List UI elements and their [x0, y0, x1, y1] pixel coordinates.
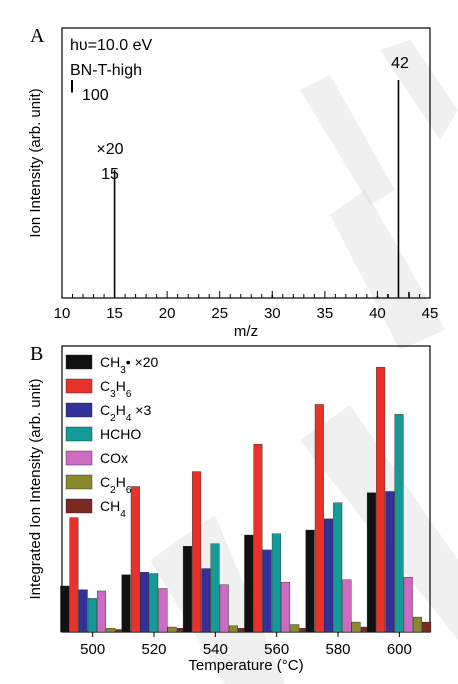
bar-600-series-6	[422, 621, 432, 633]
bar-600-series-5	[412, 616, 422, 633]
bar-600-series-0	[366, 492, 376, 633]
bar-540-series-0	[182, 546, 192, 633]
panel-b-label: B	[30, 343, 43, 365]
x-tick-label: 10	[54, 305, 71, 322]
x-tick-label: 600	[387, 641, 412, 658]
bar-540-series-4	[219, 584, 229, 633]
legend-label: CH3• ×20	[100, 354, 159, 376]
bar-580-series-2	[324, 518, 334, 633]
x-tick-label: 20	[159, 305, 176, 322]
x-tick-label: 40	[369, 305, 386, 322]
bar-560-series-2	[262, 549, 272, 633]
legend-swatch	[65, 426, 93, 442]
bar-600-series-4	[403, 577, 413, 633]
legend-swatch	[65, 474, 93, 490]
bar-520-series-4	[158, 588, 168, 633]
bar-500-series-2	[78, 589, 88, 633]
bar-540-series-2	[201, 568, 211, 633]
bar-520-series-0	[121, 574, 131, 633]
x-tick-label: 500	[80, 641, 105, 658]
peak-42-label: 42	[391, 55, 409, 72]
bar-540-series-1	[192, 471, 202, 633]
energy-annotation: hυ=10.0 eV	[70, 37, 152, 54]
legend-swatch	[65, 402, 93, 418]
x-tick-label: 30	[264, 305, 281, 322]
bar-500-series-5	[106, 628, 116, 633]
panel-b-ylabel: Integrated Ion Intensity (arb. unit)	[27, 379, 44, 600]
bar-500-series-3	[87, 598, 97, 633]
x-tick-label: 560	[264, 641, 289, 658]
legend-label: C2H6	[100, 474, 132, 496]
x-tick-label: 15	[106, 305, 123, 322]
bar-520-series-1	[130, 486, 140, 633]
panel-b-xlabel: Temperature (°C)	[188, 657, 303, 674]
panel-a-x-tick-labels: 10 15 20 25 30 35 40 45	[54, 305, 439, 322]
bar-560-series-5	[290, 624, 300, 633]
panel-a-frame	[61, 27, 431, 299]
bar-600-series-1	[376, 366, 386, 633]
scale-bar-label: 100	[82, 87, 109, 104]
bar-580-series-1	[314, 404, 324, 633]
x-tick-label: 25	[211, 305, 228, 322]
legend-swatch	[65, 378, 93, 394]
bar-600-series-3	[394, 414, 404, 633]
legend-label: HCHO	[100, 426, 141, 442]
bar-500-series-0	[60, 585, 70, 633]
x-tick-label: 520	[141, 641, 166, 658]
panel-b-x-ticks	[92, 632, 400, 637]
panel-b-x-tick-labels: 500 520 540 560 580 600	[80, 641, 412, 658]
panel-a: A 10 15 20 25 30 35 40 45 m/z Ion Intensity (ar…	[27, 25, 438, 340]
bar-540-series-3	[210, 543, 220, 633]
panel-a-xlabel: m/z	[234, 323, 258, 340]
bar-500-series-1	[69, 517, 79, 633]
bar-560-series-1	[253, 444, 263, 633]
legend-label: COx	[100, 450, 128, 466]
bar-520-series-3	[149, 573, 159, 633]
sample-annotation: BN-T-high	[70, 62, 142, 79]
bar-560-series-4	[281, 582, 291, 633]
bar-560-series-0	[244, 534, 254, 633]
legend-label: C2H4 ×3	[100, 402, 151, 424]
x-tick-label: 580	[325, 641, 350, 658]
x-tick-label: 540	[203, 641, 228, 658]
bar-580-series-3	[333, 502, 343, 633]
peak-15-label: 15	[101, 166, 119, 183]
bar-580-series-0	[305, 529, 315, 633]
bar-600-series-2	[385, 491, 395, 633]
panel-b-bars	[60, 366, 432, 633]
bar-560-series-3	[271, 533, 281, 633]
legend-label: C3H6	[100, 378, 132, 400]
legend-swatch	[65, 498, 93, 514]
panel-a-label: A	[30, 25, 45, 47]
bar-500-series-4	[97, 590, 107, 633]
panel-a-peaks	[113, 80, 410, 298]
bar-540-series-5	[228, 625, 238, 633]
bar-580-series-5	[351, 621, 361, 633]
panel-a-ylabel: Ion Intensity (arb. unit)	[27, 88, 44, 237]
legend-swatch	[65, 354, 93, 370]
x-tick-label: 45	[422, 305, 439, 322]
bar-520-series-2	[139, 572, 149, 633]
x-tick-label: 35	[317, 305, 334, 322]
legend-label: CH4	[100, 498, 126, 520]
legend-swatch	[65, 450, 93, 466]
bar-520-series-5	[167, 626, 177, 633]
bar-580-series-4	[342, 579, 352, 633]
multiplier-annotation: ×20	[96, 141, 123, 158]
